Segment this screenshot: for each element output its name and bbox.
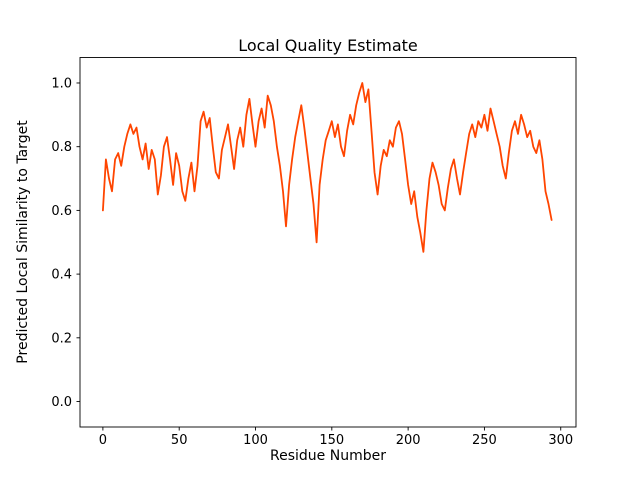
x-tick-label: 50 (171, 433, 188, 448)
y-tick-label: 0.2 (51, 331, 72, 346)
x-tick-label: 200 (396, 433, 421, 448)
y-tick-label: 0.0 (51, 395, 72, 410)
y-tick-label: 1.0 (51, 76, 72, 91)
chart-title: Local Quality Estimate (238, 36, 418, 55)
x-tick-label: 150 (319, 433, 344, 448)
series-local-quality (102, 82, 553, 253)
x-tick-label: 100 (243, 433, 268, 448)
x-tick-label: 300 (548, 433, 573, 448)
y-tick-label: 0.8 (51, 140, 72, 155)
x-tick-label: 250 (472, 433, 497, 448)
axes-frame (79, 57, 577, 428)
x-axis-label: Residue Number (270, 448, 386, 464)
y-tick-label: 0.6 (51, 204, 72, 219)
x-tick-label: 0 (99, 433, 107, 448)
y-tick-label: 0.4 (51, 268, 72, 283)
